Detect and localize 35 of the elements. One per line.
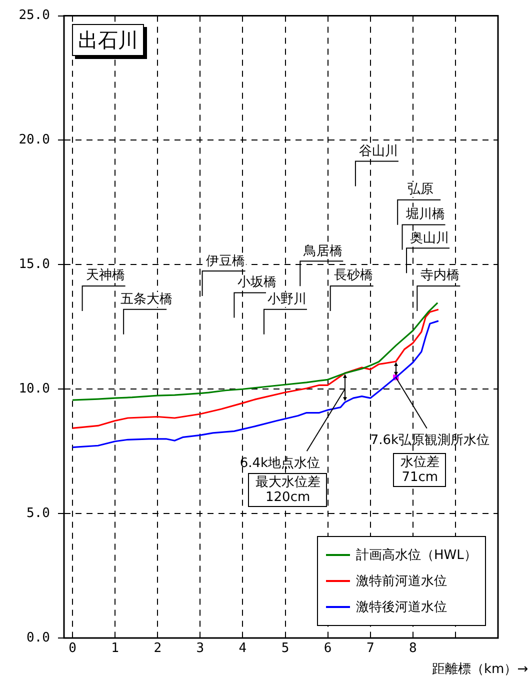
x-axis-title: 距離標（km）→ — [432, 662, 528, 677]
annotation: 奥山川 — [409, 230, 450, 246]
annotation: 弘原 — [406, 182, 435, 198]
annotation: 水位差 71cm — [393, 453, 446, 488]
annotation: 谷山川 — [358, 144, 399, 159]
x-tick-label: 2 — [154, 641, 162, 656]
x-tick-label: 3 — [196, 641, 204, 656]
x-tick-label: 0 — [68, 641, 76, 656]
x-tick-label: 7 — [366, 641, 374, 656]
annotation: 天神橋 — [84, 268, 126, 284]
y-tick-label: 10.0 — [18, 381, 50, 396]
annotation: 伊豆橋 — [204, 254, 246, 269]
legend-label: 計画高水位（HWL） — [356, 548, 477, 562]
x-tick-label: 5 — [281, 641, 290, 656]
x-tick-label: 4 — [238, 641, 247, 656]
text: 出石川 — [72, 24, 144, 56]
annotation: 寺内橋 — [420, 268, 461, 284]
x-tick-label: 6 — [324, 641, 332, 656]
legend-label: 激特後河道水位 — [356, 600, 447, 614]
x-tick-label: 8 — [408, 641, 417, 656]
annotation: 堀川橋 — [404, 207, 446, 222]
legend-label: 激特前河道水位 — [356, 574, 447, 588]
annotation: 小坂橋 — [236, 275, 278, 290]
x-tick-label: 1 — [111, 641, 119, 656]
y-tick-label: 20.0 — [18, 132, 50, 148]
annotation: 五条大橋 — [120, 292, 174, 307]
y-tick-label: 15.0 — [18, 257, 50, 272]
y-tick-label: 0.0 — [26, 630, 50, 646]
annotation: 長砂橋 — [332, 268, 374, 284]
y-tick-label: 25.0 — [18, 8, 50, 24]
annotation: 最大水位差 120cm — [248, 473, 328, 508]
annotation: 小野川 — [266, 292, 308, 307]
annotation: 6.4k地点水位 — [240, 456, 320, 471]
y-tick-label: 5.0 — [26, 506, 50, 521]
annotation: 鳥居橋 — [302, 244, 344, 259]
